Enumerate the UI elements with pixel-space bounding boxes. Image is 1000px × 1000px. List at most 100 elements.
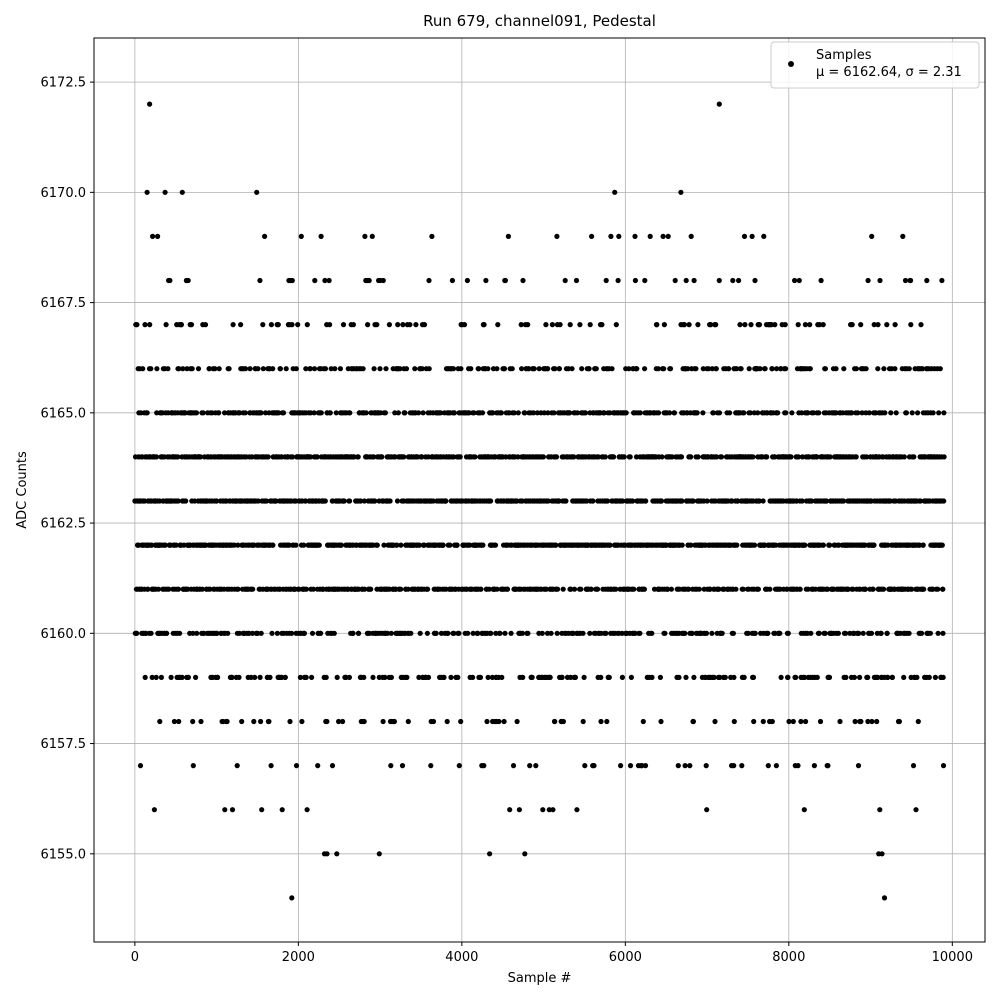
data-point — [216, 366, 222, 372]
data-point — [649, 674, 655, 681]
data-point — [681, 322, 688, 328]
data-point — [849, 410, 855, 416]
data-point — [361, 718, 367, 725]
data-point — [224, 718, 230, 725]
data-point — [286, 542, 292, 548]
data-point — [257, 674, 263, 681]
data-point — [149, 542, 155, 548]
data-point — [870, 586, 876, 592]
data-point — [289, 454, 296, 460]
data-point — [749, 233, 755, 239]
data-point — [225, 630, 231, 636]
data-point — [851, 674, 858, 681]
data-point — [601, 410, 607, 416]
data-point — [501, 366, 508, 372]
data-point — [371, 366, 377, 372]
data-point — [889, 674, 896, 681]
data-point — [548, 630, 554, 636]
data-point — [275, 322, 281, 328]
y-tick-label: 6162.5 — [41, 517, 87, 532]
data-point — [255, 630, 261, 636]
legend-series-name: Samples — [816, 48, 872, 63]
data-point — [665, 233, 671, 239]
data-point — [230, 322, 236, 328]
data-point — [628, 674, 635, 681]
data-point — [748, 322, 754, 328]
data-point — [665, 586, 671, 592]
data-point — [731, 718, 737, 725]
data-point — [577, 322, 583, 328]
data-point — [782, 322, 788, 328]
data-point — [833, 410, 839, 416]
data-point — [206, 366, 212, 372]
data-point — [661, 366, 667, 372]
data-point — [425, 674, 432, 681]
data-point — [315, 763, 321, 769]
data-point — [881, 895, 888, 901]
data-point — [658, 498, 665, 504]
data-point — [591, 763, 597, 769]
data-point — [332, 366, 338, 372]
data-point — [258, 630, 264, 636]
data-point — [879, 851, 885, 857]
data-point — [756, 322, 763, 328]
data-point — [808, 630, 814, 636]
data-point — [760, 498, 766, 504]
data-point — [682, 630, 688, 636]
data-point — [586, 366, 592, 372]
data-point — [405, 718, 411, 725]
data-point — [471, 410, 477, 416]
data-point — [545, 498, 551, 504]
data-point — [408, 630, 414, 636]
data-point — [642, 763, 649, 769]
data-point — [371, 454, 377, 460]
data-point — [350, 630, 356, 636]
data-point — [554, 233, 560, 239]
data-point — [616, 233, 622, 239]
data-point — [917, 498, 924, 504]
data-point — [283, 366, 289, 372]
data-point — [147, 322, 153, 328]
data-point — [760, 718, 766, 725]
data-point — [639, 763, 645, 769]
data-point — [802, 322, 809, 328]
data-point — [360, 366, 366, 372]
data-point — [797, 586, 803, 592]
data-point — [689, 630, 695, 636]
data-point — [449, 277, 455, 284]
x-tick-label: 6000 — [609, 950, 642, 965]
x-tick-label: 8000 — [772, 950, 805, 965]
data-point — [416, 542, 422, 548]
data-point — [311, 410, 317, 416]
data-point — [337, 366, 343, 372]
data-point — [858, 322, 864, 328]
data-point — [248, 674, 254, 681]
data-point — [252, 674, 258, 681]
data-point — [783, 366, 789, 372]
data-point — [855, 410, 861, 416]
data-point — [919, 630, 925, 636]
data-point — [785, 674, 791, 681]
data-point — [366, 277, 372, 284]
data-point — [785, 630, 791, 636]
data-point — [849, 322, 855, 328]
data-point — [420, 410, 426, 416]
data-point — [581, 674, 587, 681]
data-point — [713, 322, 719, 328]
data-point — [716, 410, 723, 416]
data-point — [765, 763, 771, 769]
data-point — [669, 454, 675, 460]
data-point — [277, 366, 283, 372]
data-point — [816, 630, 822, 636]
data-point — [485, 366, 491, 372]
data-point — [171, 718, 177, 725]
data-point — [730, 630, 737, 636]
data-point — [293, 763, 300, 769]
data-point — [874, 718, 880, 725]
data-point — [694, 410, 700, 416]
y-tick-label: 6172.5 — [41, 76, 87, 91]
data-point — [326, 277, 332, 284]
data-point — [742, 322, 748, 328]
data-point — [155, 586, 162, 592]
data-point — [518, 322, 524, 328]
